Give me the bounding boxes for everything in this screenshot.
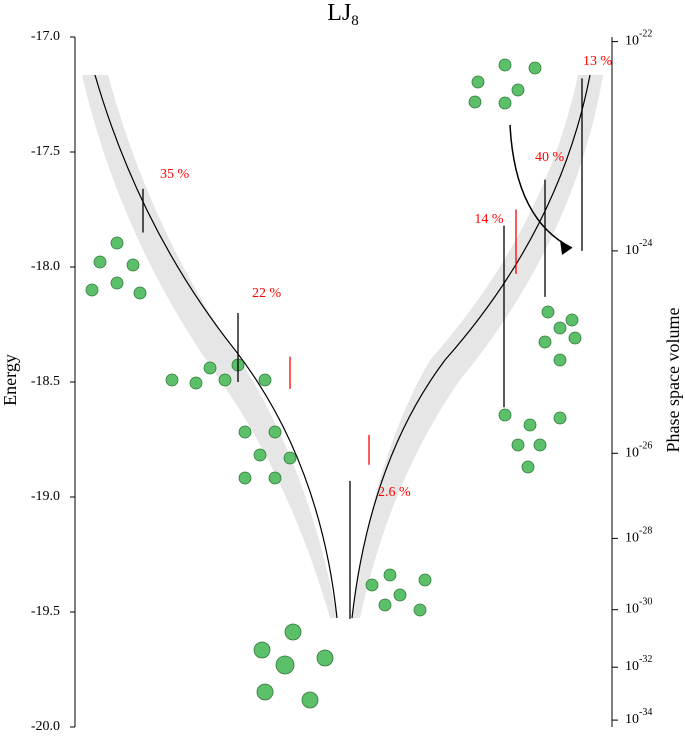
- y2-tick-exponent: -34: [639, 707, 652, 718]
- y2-tick-label: 10-26: [625, 441, 652, 461]
- y2-tick-base: 10: [625, 446, 639, 461]
- y2-tick-exponent: -30: [639, 597, 652, 608]
- y2-tick-base: 10: [625, 243, 639, 258]
- y2-tick-base: 10: [625, 712, 639, 727]
- y-tick-label: -20.0: [31, 719, 60, 734]
- arrow: [509, 124, 573, 249]
- annotation: 22 %: [252, 286, 282, 301]
- y2-axis-label: Phase space volume: [663, 308, 683, 453]
- y2-tick-exponent: -22: [639, 29, 652, 40]
- y2-tick-base: 10: [625, 34, 639, 49]
- y2-tick-exponent: -28: [639, 526, 652, 537]
- y2-tick-exponent: -26: [639, 441, 652, 452]
- title-subscript: 8: [351, 13, 359, 29]
- y-tick-label: -18.0: [31, 259, 60, 274]
- y2-tick-label: 10-22: [625, 29, 652, 49]
- annotation: 13 %: [583, 54, 613, 69]
- branch-left: [94, 74, 338, 619]
- y2-tick-label: 10-32: [625, 654, 652, 674]
- branch-right: [351, 74, 591, 619]
- y2-tick-label: 10-34: [625, 707, 652, 727]
- annotation: 35 %: [160, 167, 190, 182]
- annotation: 2.6 %: [378, 485, 411, 500]
- arrow-head: [560, 240, 572, 255]
- y-tick-label: -19.5: [31, 604, 60, 619]
- y2-tick-label: 10-24: [625, 238, 652, 258]
- y-tick-label: -18.5: [31, 374, 60, 389]
- y2-tick-exponent: -24: [639, 238, 652, 249]
- y2-tick-base: 10: [625, 659, 639, 674]
- molecules: [85, 58, 582, 709]
- y-tick-label: -19.0: [31, 489, 60, 504]
- annotation: 40 %: [535, 150, 565, 165]
- y2-tick-exponent: -32: [639, 654, 652, 665]
- title-main: LJ: [327, 0, 351, 26]
- y-axis-label: Energy: [0, 354, 20, 406]
- y2-tick-label: 10-28: [625, 526, 652, 546]
- y-tick-label: -17.5: [31, 144, 60, 159]
- chart-title: LJ8: [327, 0, 359, 29]
- band-right: [352, 75, 603, 618]
- y2-tick-base: 10: [625, 531, 639, 546]
- annotation: 14 %: [474, 212, 504, 227]
- y2-tick-base: 10: [625, 602, 639, 617]
- y2-tick-label: 10-30: [625, 597, 652, 617]
- band-left: [82, 75, 337, 618]
- y-tick-label: -17.0: [31, 29, 60, 44]
